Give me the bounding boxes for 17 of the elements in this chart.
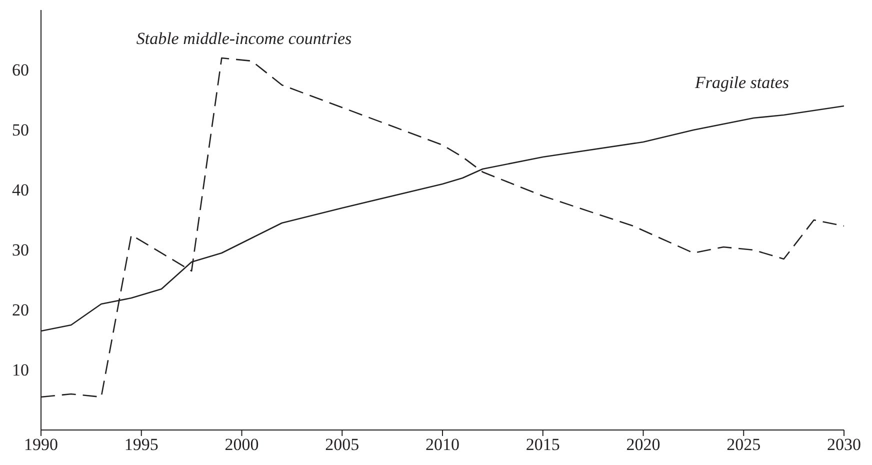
x-tick-label: 1990 [24, 435, 58, 454]
x-tick-label: 2005 [325, 435, 360, 454]
x-tick-label: 2025 [726, 435, 761, 454]
x-tick-label: 2015 [526, 435, 560, 454]
y-tick-label: 30 [12, 240, 29, 260]
y-tick-label: 60 [12, 60, 29, 80]
x-tick-label: 1995 [124, 435, 158, 454]
x-tick-label: 2030 [827, 435, 861, 454]
x-tick-label: 2020 [626, 435, 660, 454]
x-tick-label: 2000 [224, 435, 259, 454]
x-tick-label: 2010 [426, 435, 460, 454]
y-tick-label: 50 [12, 120, 29, 140]
annotation: Fragile states [694, 73, 790, 92]
y-tick-label: 20 [12, 300, 29, 320]
annotation: Stable middle-income countries [136, 29, 352, 48]
y-tick-label: 40 [12, 180, 29, 200]
y-tick-label: 10 [12, 360, 29, 380]
